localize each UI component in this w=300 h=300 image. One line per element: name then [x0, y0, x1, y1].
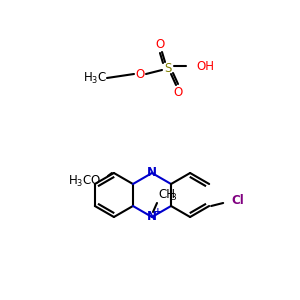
Text: H$_3$CO: H$_3$CO [68, 173, 101, 188]
Text: $\mathdefault{H_3}$C: $\mathdefault{H_3}$C [83, 70, 107, 86]
Text: Cl: Cl [231, 194, 244, 208]
Text: O: O [135, 68, 145, 80]
Text: CH: CH [158, 188, 175, 202]
Text: O: O [155, 38, 165, 50]
Text: O: O [173, 86, 183, 100]
Text: S: S [164, 61, 172, 74]
Text: +: + [154, 208, 162, 217]
Text: N: N [147, 167, 157, 179]
Text: N: N [147, 211, 157, 224]
Text: OH: OH [196, 59, 214, 73]
Text: 3: 3 [170, 194, 176, 202]
